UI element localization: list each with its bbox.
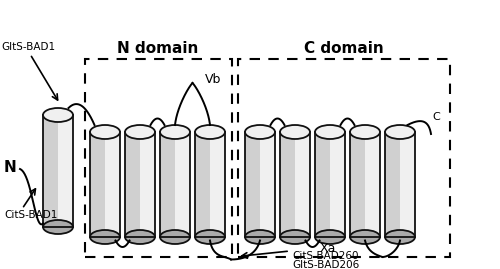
- Ellipse shape: [245, 125, 275, 139]
- Ellipse shape: [160, 125, 190, 139]
- Text: N domain: N domain: [118, 41, 198, 56]
- Polygon shape: [90, 132, 105, 237]
- Polygon shape: [43, 115, 58, 227]
- Polygon shape: [140, 132, 155, 237]
- Ellipse shape: [280, 230, 310, 244]
- Text: CitS-BAD260: CitS-BAD260: [292, 251, 358, 261]
- Polygon shape: [175, 132, 190, 237]
- Ellipse shape: [350, 125, 380, 139]
- Ellipse shape: [43, 220, 73, 234]
- Polygon shape: [315, 132, 330, 237]
- Ellipse shape: [160, 230, 190, 244]
- Bar: [85, 59, 232, 257]
- Polygon shape: [160, 132, 175, 237]
- Ellipse shape: [245, 230, 275, 244]
- Polygon shape: [125, 132, 140, 237]
- Polygon shape: [400, 132, 415, 237]
- Polygon shape: [58, 115, 73, 227]
- Text: Xa: Xa: [320, 242, 336, 256]
- Polygon shape: [350, 132, 365, 237]
- Ellipse shape: [90, 230, 120, 244]
- Text: C domain: C domain: [304, 41, 384, 56]
- Text: C: C: [432, 112, 440, 122]
- Ellipse shape: [385, 230, 415, 244]
- Ellipse shape: [125, 125, 155, 139]
- Ellipse shape: [195, 230, 225, 244]
- Ellipse shape: [315, 125, 345, 139]
- Polygon shape: [105, 132, 120, 237]
- Bar: [238, 59, 450, 257]
- Text: GltS-BAD206: GltS-BAD206: [292, 260, 359, 269]
- Ellipse shape: [350, 230, 380, 244]
- Ellipse shape: [90, 125, 120, 139]
- Polygon shape: [385, 132, 400, 237]
- Polygon shape: [330, 132, 345, 237]
- Ellipse shape: [125, 230, 155, 244]
- Text: Vb: Vb: [204, 73, 221, 87]
- Polygon shape: [280, 132, 295, 237]
- Text: N: N: [4, 160, 16, 175]
- Polygon shape: [210, 132, 225, 237]
- Ellipse shape: [315, 230, 345, 244]
- Polygon shape: [195, 132, 210, 237]
- Ellipse shape: [385, 125, 415, 139]
- Polygon shape: [260, 132, 275, 237]
- Polygon shape: [295, 132, 310, 237]
- Polygon shape: [245, 132, 260, 237]
- Polygon shape: [365, 132, 380, 237]
- Ellipse shape: [43, 108, 73, 122]
- Ellipse shape: [195, 125, 225, 139]
- Text: GltS-BAD1: GltS-BAD1: [1, 42, 55, 52]
- Ellipse shape: [280, 125, 310, 139]
- Text: CitS-BAD1: CitS-BAD1: [4, 210, 58, 220]
